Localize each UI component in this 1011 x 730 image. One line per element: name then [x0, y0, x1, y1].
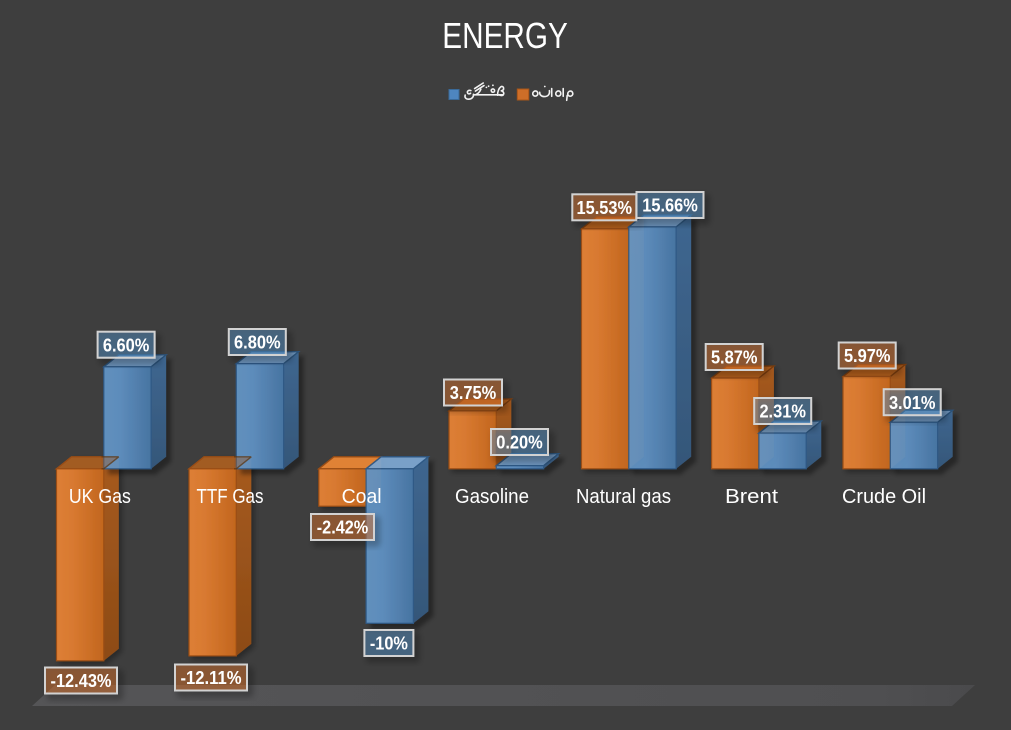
svg-text:-2.42%: -2.42%: [317, 518, 369, 538]
svg-text:Brent: Brent: [725, 486, 778, 508]
svg-text:3.75%: 3.75%: [450, 383, 497, 403]
svg-text:TTF Gas: TTF Gas: [197, 486, 264, 508]
svg-text:5.97%: 5.97%: [844, 346, 891, 366]
svg-text:2.31%: 2.31%: [759, 402, 806, 422]
svg-text:3.01%: 3.01%: [889, 393, 936, 413]
svg-text:Gasoline: Gasoline: [455, 486, 529, 508]
svg-text:0.20%: 0.20%: [496, 433, 543, 453]
svg-text:ENERGY: ENERGY: [442, 15, 568, 56]
svg-text:UK Gas: UK Gas: [69, 486, 131, 508]
svg-text:6.80%: 6.80%: [234, 333, 281, 353]
svg-text:5.87%: 5.87%: [711, 348, 758, 368]
svg-text:15.66%: 15.66%: [642, 196, 698, 216]
svg-text:-12.43%: -12.43%: [51, 671, 112, 691]
svg-text:15.53%: 15.53%: [577, 198, 633, 218]
svg-text:-12.11%: -12.11%: [181, 668, 242, 688]
svg-text:Natural gas: Natural gas: [576, 486, 671, 508]
svg-text:6.60%: 6.60%: [103, 335, 150, 355]
svg-text:Coal: Coal: [342, 486, 382, 508]
svg-text:-10%: -10%: [370, 634, 408, 654]
svg-text:Crude Oil: Crude Oil: [842, 486, 926, 508]
